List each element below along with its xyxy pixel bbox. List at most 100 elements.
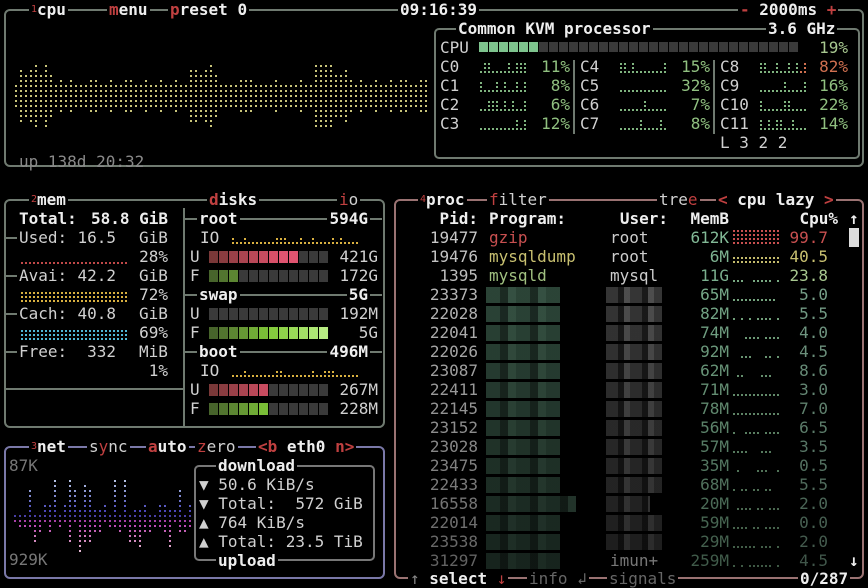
process-cpu-graph-dot	[745, 299, 747, 301]
process-cpu-graph-dot	[777, 318, 779, 320]
process-mem: 57M	[700, 437, 729, 456]
header-pid[interactable]: Pid:	[439, 209, 478, 228]
process-program[interactable]: gzip	[489, 228, 528, 247]
signals-button[interactable]: signals	[607, 569, 679, 588]
process-cpu-graph-dot	[741, 356, 743, 358]
process-user-redacted	[606, 534, 662, 550]
process-pid[interactable]: 23373	[429, 285, 478, 304]
header-mem[interactable]: MemB	[690, 209, 729, 228]
net-download-dot	[74, 515, 76, 517]
cpu-graph-dot	[260, 95, 262, 97]
process-pid[interactable]: 22041	[429, 323, 478, 342]
core-graph-dot	[488, 90, 490, 92]
cpu-graph-dot	[205, 75, 207, 77]
interface-selector[interactable]: <b eth0 n>	[256, 437, 357, 456]
core-label: C6	[580, 95, 600, 114]
sync-toggle[interactable]: sync	[87, 437, 130, 456]
net-upload-dot	[189, 520, 191, 522]
mem-graph-dot	[109, 330, 111, 332]
process-pid[interactable]: 22028	[429, 304, 478, 323]
cpu-graph-dot	[50, 115, 52, 117]
cpu-title[interactable]: 1cpu	[29, 0, 68, 19]
net-download-dot	[54, 495, 56, 497]
disk-io-dot	[280, 238, 282, 240]
filter-button[interactable]: filter	[487, 190, 549, 209]
header-user[interactable]: User:	[619, 209, 668, 228]
proc-title[interactable]: 4proc	[418, 190, 467, 209]
tree-toggle[interactable]: tree	[657, 190, 700, 209]
select-control[interactable]: ↑ select ↓	[408, 569, 509, 588]
cpu-graph-dot	[400, 100, 402, 102]
disk-meter-block	[319, 403, 328, 415]
menu-button[interactable]: menu	[107, 0, 150, 19]
process-pid[interactable]: 23152	[429, 418, 478, 437]
process-pid[interactable]: 1395	[439, 266, 478, 285]
cpu-graph-dot	[95, 85, 97, 87]
cpu-graph-dot	[325, 85, 327, 87]
process-pid[interactable]: 23475	[429, 456, 478, 475]
process-pid[interactable]: 22411	[429, 380, 478, 399]
process-pid[interactable]: 16558	[429, 494, 478, 513]
process-pid[interactable]: 19476	[429, 247, 478, 266]
net-title[interactable]: 3net	[29, 437, 68, 456]
net-download-dot	[134, 510, 136, 512]
process-pid[interactable]: 23087	[429, 361, 478, 380]
interface-next[interactable]: n>	[335, 437, 355, 456]
zero-toggle[interactable]: zero	[195, 437, 238, 456]
header-cpu[interactable]: Cpu%	[799, 209, 838, 228]
process-pid[interactable]: 19477	[429, 228, 478, 247]
core-graph-dot	[664, 67, 666, 69]
disk-meter-block	[319, 308, 328, 320]
net-upload-dot	[64, 520, 66, 522]
net-upload-dot	[69, 530, 71, 532]
auto-toggle[interactable]: auto	[146, 437, 189, 456]
interval-increase[interactable]: +	[826, 0, 837, 19]
process-cpu-graph-dot	[769, 257, 771, 259]
process-cpu-graph-dot	[741, 261, 743, 263]
mem-graph-dot	[37, 296, 39, 298]
sort-selector[interactable]: < cpu lazy >	[716, 190, 836, 209]
cpu-graph-dot	[425, 90, 427, 92]
scroll-down-icon[interactable]: ↓	[849, 551, 859, 570]
process-pid[interactable]: 22026	[429, 342, 478, 361]
scroll-up-icon[interactable]: ↑	[849, 209, 859, 228]
info-button[interactable]: info ↲	[527, 569, 589, 588]
preset-button[interactable]: preset 0	[168, 0, 250, 19]
process-cpu-graph-dot	[737, 527, 739, 529]
disk-io-dot	[340, 238, 342, 240]
interface-prev[interactable]: <b	[258, 437, 278, 456]
mem-graph-dot	[49, 300, 51, 302]
interval-decrease[interactable]: -	[740, 0, 750, 19]
net-upload-dot	[114, 525, 116, 527]
scrollbar-thumb[interactable]	[849, 228, 859, 247]
process-pid[interactable]: 23028	[429, 437, 478, 456]
core-graph-dot	[764, 67, 766, 69]
disk-io-dot	[332, 375, 334, 377]
process-pid[interactable]: 22433	[429, 475, 478, 494]
header-program[interactable]: Program:	[489, 209, 567, 228]
core-pct: 8%	[690, 114, 710, 133]
mem-graph-dot	[77, 262, 79, 264]
process-pid[interactable]: 22014	[429, 513, 478, 532]
io-toggle[interactable]: io	[337, 190, 361, 209]
mem-title[interactable]: 2mem	[29, 190, 68, 209]
mem-graph-dot	[89, 296, 91, 298]
process-pid[interactable]: 23538	[429, 532, 478, 551]
interval-control[interactable]: - 2000ms +	[738, 0, 839, 19]
disks-title[interactable]: disks	[207, 190, 260, 209]
process-program[interactable]: mysqld	[489, 266, 547, 285]
mem-graph-dot	[105, 330, 107, 332]
mem-graph-dot	[125, 292, 127, 294]
cpu-graph-dot	[370, 85, 372, 87]
process-cpu-graph-dot	[733, 299, 735, 301]
core-divider	[713, 60, 715, 134]
process-program[interactable]: mysqldump	[489, 247, 576, 266]
net-upload-dot	[34, 530, 36, 532]
process-pid[interactable]: 22145	[429, 399, 478, 418]
process-pid[interactable]: 31297	[429, 551, 478, 570]
cpu-graph-dot	[165, 85, 167, 87]
net-upload-dot	[134, 535, 136, 537]
sort-prev[interactable]: <	[718, 190, 728, 209]
sort-next[interactable]: >	[823, 190, 834, 209]
cpu-graph-dot	[195, 75, 197, 77]
